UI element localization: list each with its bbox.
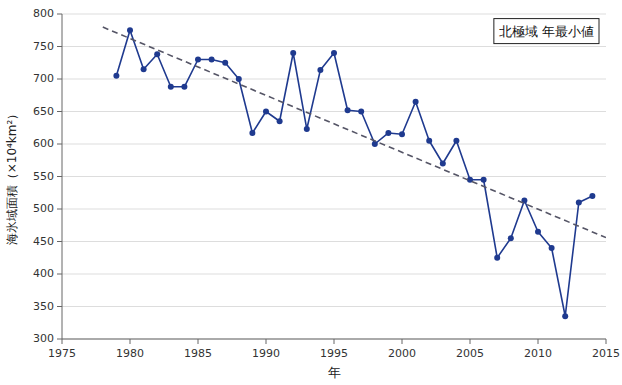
y-tick-label: 700 bbox=[33, 72, 54, 85]
background bbox=[0, 0, 622, 385]
data-point bbox=[154, 51, 160, 57]
y-axis-line bbox=[62, 14, 63, 339]
x-tick bbox=[334, 339, 335, 344]
data-point bbox=[535, 229, 541, 235]
data-point bbox=[576, 200, 582, 206]
data-point bbox=[249, 130, 255, 136]
grid-line bbox=[62, 339, 606, 340]
data-point bbox=[562, 313, 568, 319]
data-point bbox=[290, 50, 296, 56]
y-tick bbox=[57, 339, 62, 340]
data-point bbox=[426, 138, 432, 144]
data-point bbox=[345, 107, 351, 113]
y-tick bbox=[57, 176, 62, 177]
grid bbox=[62, 14, 606, 339]
data-point bbox=[494, 255, 500, 261]
trend-line bbox=[103, 27, 606, 238]
y-tick-label: 500 bbox=[33, 202, 54, 215]
x-tick bbox=[402, 339, 403, 344]
y-tick-label: 650 bbox=[33, 105, 54, 118]
x-tick-label: 1980 bbox=[116, 347, 144, 360]
grid-line bbox=[62, 111, 606, 112]
data-point bbox=[481, 177, 487, 183]
data-point bbox=[195, 57, 201, 63]
y-tick bbox=[57, 14, 62, 15]
data-point bbox=[304, 126, 310, 132]
y-tick bbox=[57, 46, 62, 47]
title-frame bbox=[494, 19, 599, 44]
x-tick-label: 2005 bbox=[456, 347, 484, 360]
grid-line bbox=[62, 209, 606, 210]
axes: 300 350 400 450 500 550 600 650 700 750 800 1975 198… bbox=[33, 7, 620, 360]
y-tick bbox=[57, 209, 62, 210]
data-point bbox=[168, 84, 174, 90]
y-tick-label: 300 bbox=[33, 332, 54, 345]
y-tick-label: 750 bbox=[33, 40, 54, 53]
data-point bbox=[453, 138, 459, 144]
data-point bbox=[413, 99, 419, 105]
x-axis-label: 年 bbox=[328, 365, 341, 380]
data-point bbox=[263, 109, 269, 115]
series-line bbox=[116, 30, 592, 316]
plot-data bbox=[103, 27, 606, 319]
x-tick bbox=[266, 339, 267, 344]
x-tick-label: 1985 bbox=[184, 347, 212, 360]
grid-line bbox=[62, 144, 606, 145]
grid-line bbox=[62, 306, 606, 307]
data-point bbox=[236, 76, 242, 82]
y-tick-label: 550 bbox=[33, 170, 54, 183]
title: 北極域 年最小値 bbox=[499, 24, 594, 39]
grid-line bbox=[62, 176, 606, 177]
x-tick bbox=[62, 339, 63, 344]
y-tick bbox=[57, 111, 62, 112]
x-tick-label: 2010 bbox=[524, 347, 552, 360]
grid-line bbox=[62, 14, 606, 15]
data-point bbox=[385, 130, 391, 136]
x-axis-line bbox=[62, 339, 606, 340]
y-tick-label: 400 bbox=[33, 267, 54, 280]
x-tick-label: 1975 bbox=[48, 347, 76, 360]
y-tick bbox=[57, 144, 62, 145]
x-tick bbox=[130, 339, 131, 344]
data-point bbox=[317, 67, 323, 73]
data-point bbox=[331, 50, 337, 56]
data-point bbox=[113, 73, 119, 79]
y-tick bbox=[57, 241, 62, 242]
grid-line bbox=[62, 46, 606, 47]
data-point bbox=[277, 118, 283, 124]
data-point bbox=[209, 57, 215, 63]
data-point bbox=[508, 235, 514, 241]
y-tick-label: 450 bbox=[33, 235, 54, 248]
grid-line bbox=[62, 274, 606, 275]
x-tick bbox=[470, 339, 471, 344]
x-tick-label: 2000 bbox=[388, 347, 416, 360]
data-point bbox=[141, 66, 147, 72]
y-tick bbox=[57, 306, 62, 307]
chart: 300 350 400 450 500 550 600 650 700 750 800 1975 198… bbox=[0, 0, 622, 385]
data-point bbox=[127, 27, 133, 33]
data-point bbox=[358, 109, 364, 115]
y-axis-label: 海氷域面積（×10⁴km²） bbox=[5, 108, 19, 246]
title-box: 北極域 年最小値 bbox=[494, 19, 599, 44]
data-point bbox=[549, 245, 555, 251]
data-point bbox=[399, 131, 405, 137]
data-point bbox=[181, 84, 187, 90]
y-tick bbox=[57, 79, 62, 80]
grid-line bbox=[62, 79, 606, 80]
data-point bbox=[222, 60, 228, 66]
x-tick-label: 1990 bbox=[252, 347, 280, 360]
y-tick-label: 600 bbox=[33, 137, 54, 150]
x-tick bbox=[538, 339, 539, 344]
x-tick bbox=[606, 339, 607, 344]
data-point bbox=[440, 161, 446, 167]
y-tick-label: 350 bbox=[33, 300, 54, 313]
grid-line bbox=[62, 241, 606, 242]
x-tick-label: 1995 bbox=[320, 347, 348, 360]
y-tick-label: 800 bbox=[33, 7, 54, 20]
data-point bbox=[372, 141, 378, 147]
y-tick bbox=[57, 274, 62, 275]
x-tick-label: 2015 bbox=[592, 347, 620, 360]
data-point bbox=[589, 193, 595, 199]
x-tick bbox=[198, 339, 199, 344]
